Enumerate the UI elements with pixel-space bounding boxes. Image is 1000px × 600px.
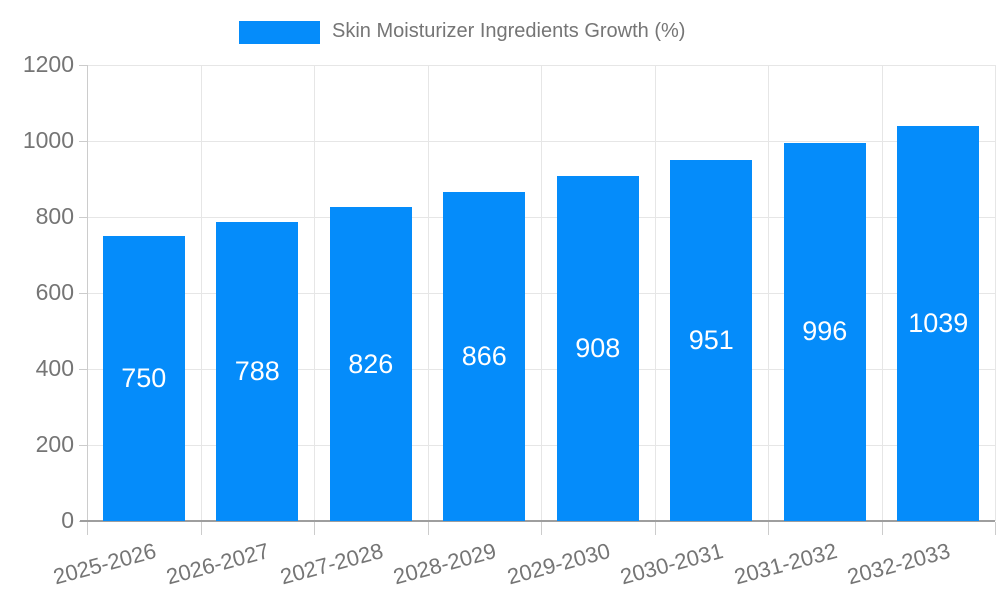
y-axis-tick-mark xyxy=(79,141,87,142)
gridline-vertical xyxy=(995,65,996,521)
legend-label: Skin Moisturizer Ingredients Growth (%) xyxy=(332,20,686,42)
bar[interactable]: 750 xyxy=(102,236,185,521)
bar[interactable]: 788 xyxy=(216,221,299,521)
bar-value-label: 908 xyxy=(575,332,621,363)
bar-value-label: 788 xyxy=(234,355,280,386)
gridline-vertical xyxy=(314,65,315,521)
gridline-vertical xyxy=(427,65,429,521)
x-axis-tick-label: 2029-2030 xyxy=(504,538,613,590)
bar-value-label: 826 xyxy=(348,348,394,379)
x-axis-tick-label: 2030-2031 xyxy=(617,538,726,590)
x-axis-line xyxy=(80,520,995,522)
y-axis-tick-mark xyxy=(79,293,87,294)
x-axis-tick-label: 2026-2027 xyxy=(163,538,272,590)
x-axis-tick-mark xyxy=(654,522,656,535)
gridline-vertical xyxy=(654,65,656,521)
gridline-vertical xyxy=(200,65,202,521)
legend-swatch xyxy=(239,21,320,44)
x-axis-tick-label: 2025-2026 xyxy=(50,538,159,590)
x-axis-tick-mark xyxy=(314,522,315,535)
y-axis-tick-label: 1000 xyxy=(22,126,74,153)
x-axis-tick-mark xyxy=(995,522,996,535)
y-axis-tick-label: 200 xyxy=(35,430,74,457)
gridline-vertical xyxy=(541,65,542,521)
x-axis-tick-label: 2027-2028 xyxy=(277,538,386,590)
bar[interactable]: 996 xyxy=(783,142,866,521)
y-axis-tick-mark xyxy=(79,65,87,66)
y-axis-tick-label: 600 xyxy=(35,278,74,305)
x-axis-tick-mark xyxy=(541,522,542,535)
y-axis-tick-mark xyxy=(79,217,87,218)
bar-value-label: 1039 xyxy=(908,308,969,339)
x-axis-tick-mark xyxy=(87,522,88,535)
y-axis-tick-label: 400 xyxy=(35,354,74,381)
x-axis-tick-mark xyxy=(427,522,429,535)
y-axis-tick-mark xyxy=(79,445,87,446)
x-axis-tick-mark xyxy=(881,522,883,535)
y-axis-tick-mark xyxy=(79,369,87,370)
bar[interactable]: 1039 xyxy=(897,126,980,521)
bar[interactable]: 908 xyxy=(556,175,639,521)
y-axis-tick-label: 1200 xyxy=(22,50,74,77)
y-axis-tick-label: 0 xyxy=(61,506,74,533)
bar-value-label: 866 xyxy=(461,340,507,371)
bar-value-label: 951 xyxy=(688,324,734,355)
x-axis-tick-mark xyxy=(768,522,769,535)
bar[interactable]: 951 xyxy=(670,159,753,521)
y-axis-line xyxy=(87,65,88,521)
bar[interactable]: 866 xyxy=(443,191,526,521)
gridline-vertical xyxy=(768,65,769,521)
x-axis-tick-label: 2031-2032 xyxy=(731,538,840,590)
x-axis-tick-mark xyxy=(200,522,202,535)
bar-value-label: 750 xyxy=(121,363,167,393)
bar[interactable]: 826 xyxy=(329,207,412,521)
gridline-vertical xyxy=(881,65,883,521)
y-axis-tick-label: 800 xyxy=(35,202,74,229)
x-axis-tick-label: 2028-2029 xyxy=(390,538,499,590)
x-axis-tick-label: 2032-2033 xyxy=(844,538,953,590)
bar-value-label: 996 xyxy=(802,316,848,347)
